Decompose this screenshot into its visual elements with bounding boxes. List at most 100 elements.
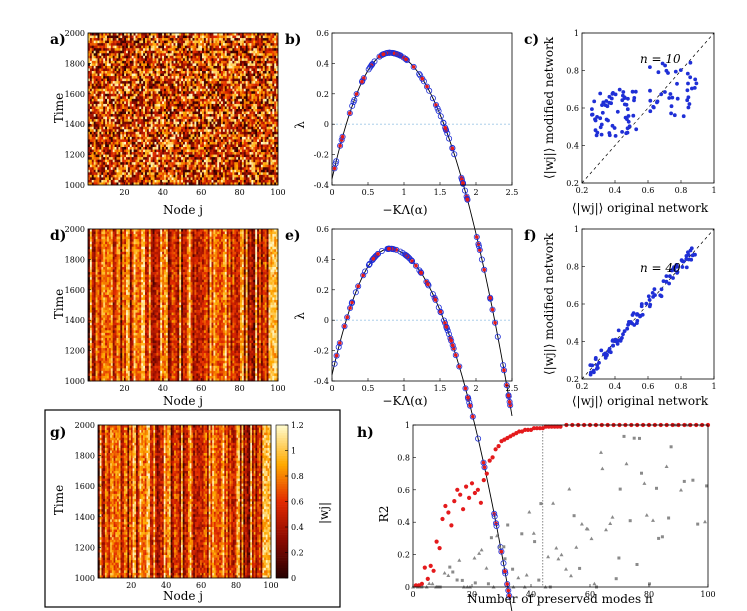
heatmap-cell	[139, 88, 142, 92]
heatmap-cell	[249, 124, 252, 128]
heatmap-cell	[268, 101, 271, 105]
heatmap-cell	[260, 111, 264, 115]
heatmap-cell	[173, 157, 176, 160]
heatmap-cell	[99, 33, 102, 36]
heatmap-cell	[141, 88, 144, 92]
heatmap-cell	[133, 147, 136, 150]
heatmap-cell	[129, 121, 132, 125]
heatmap-cell	[148, 149, 151, 153]
heatmap-cell	[205, 86, 208, 90]
heatmap-cell	[114, 60, 117, 64]
heatmap-cell	[255, 136, 258, 140]
heatmap-cell	[135, 111, 138, 115]
heatmap-cell	[203, 106, 207, 110]
heatmap-cell	[238, 134, 241, 138]
heatmap-cell	[188, 93, 191, 97]
heatmap-cell	[262, 58, 265, 62]
heatmap-cell	[133, 152, 136, 155]
heatmap-cell	[196, 63, 199, 67]
heatmap-cell	[152, 126, 155, 130]
heatmap-cell	[190, 33, 193, 36]
heatmap-cell	[228, 86, 231, 90]
heatmap-cell	[228, 50, 231, 54]
heatmap-cell	[184, 65, 188, 69]
heatmap-cell	[91, 35, 94, 39]
heatmap-cell	[107, 126, 110, 130]
heatmap-cell	[152, 111, 155, 115]
heatmap-cell	[105, 38, 108, 41]
heatmap-cell	[200, 93, 203, 97]
heatmap-cell	[251, 139, 254, 143]
heatmap-cell	[122, 65, 125, 69]
heatmap-cell	[126, 96, 129, 100]
heatmap-cell	[164, 65, 167, 69]
heatmap-cell	[241, 76, 245, 79]
heatmap-cell	[175, 96, 178, 100]
heatmap-cell	[230, 73, 233, 77]
heatmap-cell	[251, 126, 254, 130]
heatmap-cell	[221, 152, 224, 155]
heatmap-cell	[154, 40, 157, 44]
heatmap-cell	[259, 116, 262, 120]
heatmap-cell	[127, 96, 131, 100]
heatmap-cell	[89, 157, 93, 160]
heatmap-cell	[118, 144, 121, 148]
heatmap-cell	[257, 96, 260, 100]
heatmap-cell	[188, 71, 191, 74]
heatmap-cell	[158, 131, 161, 135]
heatmap-cell	[146, 111, 150, 115]
heatmap-cell	[171, 103, 174, 107]
heatmap-cell	[184, 76, 188, 79]
heatmap-cell	[164, 131, 167, 135]
heatmap-cell	[222, 119, 226, 122]
heatmap-cell	[88, 109, 91, 112]
heatmap-cell	[177, 131, 180, 135]
heatmap-cell	[213, 38, 216, 41]
heatmap-cell	[224, 38, 227, 41]
heatmap-cell	[253, 141, 256, 145]
heatmap-cell	[99, 68, 102, 72]
heatmap-cell	[137, 144, 140, 148]
heatmap-cell	[234, 126, 237, 130]
heatmap-cell	[99, 101, 102, 105]
heatmap-cell	[93, 60, 96, 64]
heatmap-cell	[202, 83, 205, 87]
heatmap-cell	[91, 152, 94, 155]
heatmap-cell	[116, 154, 119, 158]
heatmap-cell	[203, 147, 207, 150]
heatmap-cell	[183, 86, 186, 90]
heatmap-cell	[259, 73, 262, 77]
heatmap-cell	[118, 157, 121, 160]
heatmap-cell	[103, 129, 106, 133]
heatmap-cell	[188, 76, 191, 79]
heatmap-cell	[156, 78, 159, 82]
heatmap-cell	[221, 147, 224, 150]
heatmap-cell	[222, 154, 226, 158]
heatmap-cell	[93, 76, 96, 79]
heatmap-cell	[186, 154, 189, 158]
heatmap-cell	[141, 109, 144, 112]
heatmap-cell	[266, 114, 269, 117]
heatmap-cell	[272, 58, 275, 62]
heatmap-cell	[133, 131, 136, 135]
heatmap-cell	[236, 129, 239, 133]
heatmap-cell	[88, 124, 91, 128]
heatmap-cell	[203, 91, 207, 95]
heatmap-cell	[219, 63, 222, 67]
heatmap-cell	[97, 91, 100, 95]
heatmap-cell	[165, 129, 169, 133]
heatmap-cell	[224, 126, 227, 130]
heatmap-cell	[97, 136, 100, 140]
heatmap-cell	[93, 63, 96, 67]
heatmap-cell	[255, 116, 258, 120]
heatmap-cell	[276, 53, 279, 57]
heatmap-cell	[141, 149, 144, 153]
heatmap-cell	[198, 106, 201, 110]
heatmap-cell	[211, 106, 214, 110]
heatmap-cell	[200, 50, 203, 54]
heatmap-cell	[270, 83, 273, 87]
heatmap-cell	[118, 101, 121, 105]
heatmap-cell	[156, 147, 159, 150]
heatmap-cell	[186, 131, 189, 135]
heatmap-cell	[228, 106, 231, 110]
